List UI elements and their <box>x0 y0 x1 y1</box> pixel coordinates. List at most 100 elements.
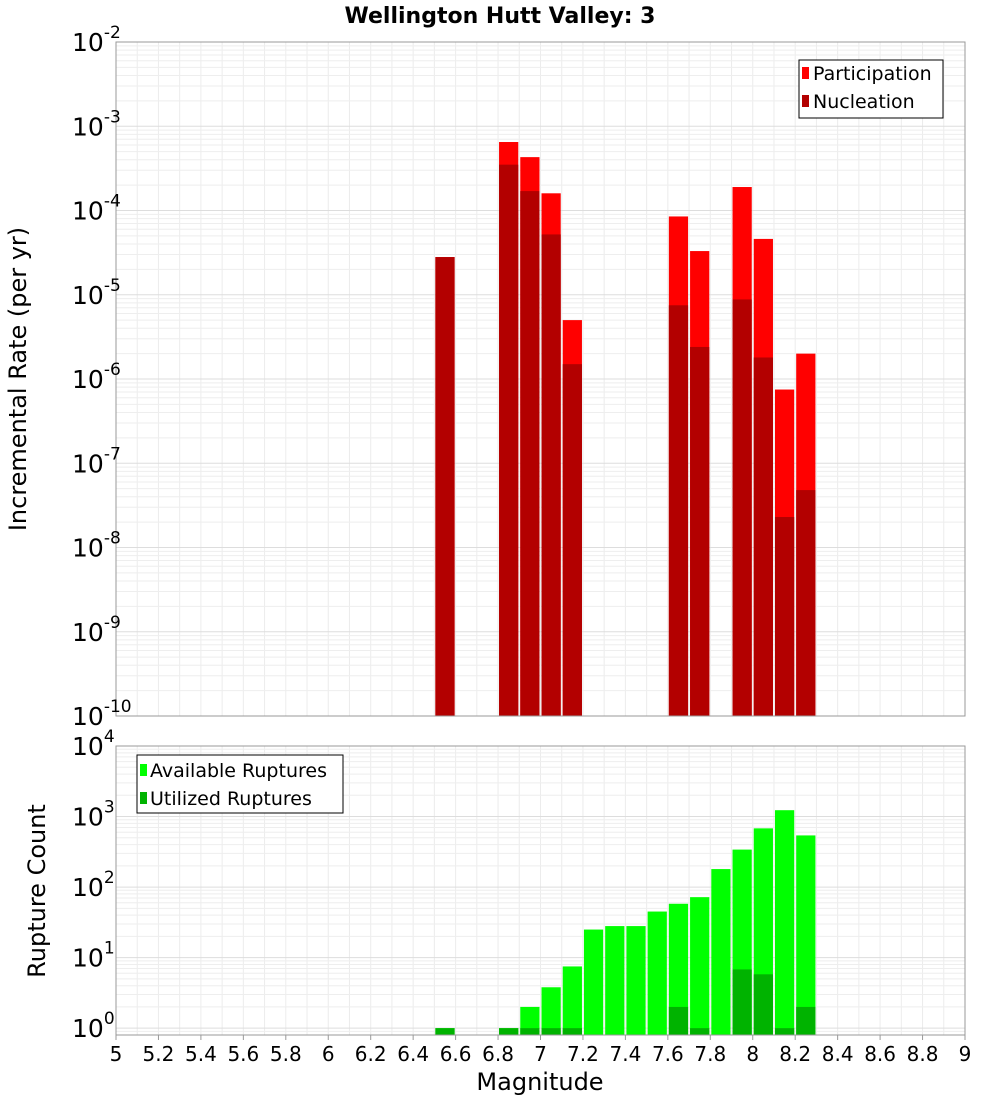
count-legend: Available Ruptures Utilized Ruptures <box>136 754 344 814</box>
y-tick-label: 10-5 <box>72 276 121 310</box>
y-tick-label: 103 <box>72 798 115 832</box>
magnitude-x-ticks: 5 5.2 5.4 5.6 5.8 6 6.2 6.4 6.6 6.8 7 7.2 7.4 7.6 7.8 8… <box>110 1035 972 1066</box>
rate-legend-box <box>798 59 944 119</box>
rate-grid <box>115 41 966 717</box>
x-tick-label: 7.2 <box>567 1042 599 1066</box>
x-tick-label: 5.8 <box>270 1042 302 1066</box>
count-bar-b <box>690 1028 710 1035</box>
y-tick-label: 10-6 <box>72 360 121 394</box>
x-tick-label: 8.6 <box>864 1042 896 1066</box>
count-bar-b <box>753 974 773 1035</box>
count-y-axis-label: Rupture Count <box>23 804 51 978</box>
count-bar-a <box>605 926 625 1035</box>
rate-bar-b <box>520 191 540 717</box>
y-tick-label: 10-4 <box>72 192 121 226</box>
x-tick-label: 8.2 <box>779 1042 811 1066</box>
count-bar-a <box>520 1006 540 1035</box>
x-tick-label: 6.6 <box>440 1042 472 1066</box>
x-tick-label: 6 <box>322 1042 335 1066</box>
count-bar-b <box>499 1028 519 1035</box>
x-tick-label: 6.2 <box>355 1042 387 1066</box>
x-tick-label: 8.4 <box>822 1042 854 1066</box>
y-tick-exponent: -4 <box>104 192 121 212</box>
available-legend-label: Available Ruptures <box>150 760 327 782</box>
y-tick-exponent: 4 <box>104 727 115 747</box>
count-bar-b <box>541 1028 561 1035</box>
x-tick-label: 5.6 <box>227 1042 259 1066</box>
rate-y-axis-label: Incremental Rate (per yr) <box>4 227 32 531</box>
y-tick-exponent: -8 <box>104 529 121 549</box>
y-tick-exponent: 2 <box>104 868 115 888</box>
count-bars <box>435 810 816 1035</box>
count-bar-a <box>647 911 667 1035</box>
y-tick-label: 102 <box>72 868 115 902</box>
rate-bar-b <box>435 257 455 716</box>
y-tick-label: 10-10 <box>72 697 132 731</box>
rate-bar-b <box>562 364 582 716</box>
rate-panel: 10-2 10-3 10-4 10-5 10-6 10-7 10-8 10-9 10-10 In… <box>4 23 966 731</box>
count-bar-b <box>435 1028 455 1035</box>
x-tick-label: 7.8 <box>694 1042 726 1066</box>
participation-legend-label: Participation <box>813 63 932 85</box>
x-tick-label: 7.6 <box>652 1042 684 1066</box>
rate-legend: Participation Nucleation <box>798 59 944 119</box>
y-tick-label: 104 <box>72 727 115 761</box>
y-tick-label: 10-7 <box>72 444 121 478</box>
rate-bar-b <box>541 234 561 717</box>
count-bar-b <box>668 1006 689 1035</box>
x-tick-label: 7 <box>534 1042 547 1066</box>
count-bar-a <box>711 869 731 1035</box>
count-bar-b <box>732 969 752 1035</box>
y-tick-exponent: -2 <box>104 23 121 43</box>
count-bar-a <box>562 966 582 1035</box>
count-bar-a <box>583 929 604 1035</box>
y-tick-exponent: -10 <box>104 697 132 717</box>
rate-y-ticks: 10-2 10-3 10-4 10-5 10-6 10-7 10-8 10-9 10-10 <box>72 23 132 731</box>
rate-bar-b <box>796 490 816 716</box>
x-tick-label: 6.8 <box>482 1042 514 1066</box>
count-bar-b <box>774 1028 795 1035</box>
count-bar-b <box>562 1028 582 1035</box>
y-tick-label: 10-3 <box>72 107 121 141</box>
y-tick-exponent: 1 <box>104 939 115 959</box>
y-tick-exponent: -3 <box>104 107 121 127</box>
x-tick-label: 8 <box>746 1042 759 1066</box>
x-tick-label: 5.2 <box>143 1042 175 1066</box>
x-tick-label: 5.4 <box>185 1042 217 1066</box>
count-bar-a <box>541 987 561 1035</box>
rate-bar-b <box>499 164 519 717</box>
count-bar-a <box>690 897 710 1035</box>
rate-plot-border <box>115 41 966 717</box>
count-bar-b <box>796 1006 816 1035</box>
rate-bar-b <box>668 305 689 716</box>
count-bar-a <box>796 835 816 1035</box>
available-swatch <box>140 764 147 776</box>
x-tick-label: 6.4 <box>397 1042 429 1066</box>
y-tick-label: 101 <box>72 939 115 973</box>
utilized-legend-label: Utilized Ruptures <box>150 788 312 810</box>
y-tick-exponent: 0 <box>104 1009 115 1029</box>
x-tick-label: 9 <box>959 1042 972 1066</box>
x-tick-label: 5 <box>110 1042 123 1066</box>
y-tick-exponent: -7 <box>104 444 121 464</box>
magnitude-x-axis-label: Magnitude <box>476 1068 603 1096</box>
rate-bars <box>435 142 816 717</box>
participation-swatch <box>802 67 809 79</box>
y-tick-exponent: -5 <box>104 276 121 296</box>
count-bar-a <box>774 810 795 1035</box>
rate-bar-b <box>753 357 773 716</box>
rate-bar-b <box>690 346 710 716</box>
rate-bar-b <box>774 517 795 716</box>
chart-title: Wellington Hutt Valley: 3 <box>345 4 656 29</box>
utilized-swatch <box>140 792 147 804</box>
y-tick-label: 10-9 <box>72 613 121 647</box>
count-bar-b <box>520 1028 540 1035</box>
y-tick-exponent: 3 <box>104 798 115 818</box>
count-legend-box <box>136 754 344 814</box>
y-tick-label: 10-8 <box>72 529 121 563</box>
nucleation-swatch <box>802 95 809 107</box>
x-tick-label: 8.8 <box>907 1042 939 1066</box>
count-bar-a <box>626 926 646 1035</box>
